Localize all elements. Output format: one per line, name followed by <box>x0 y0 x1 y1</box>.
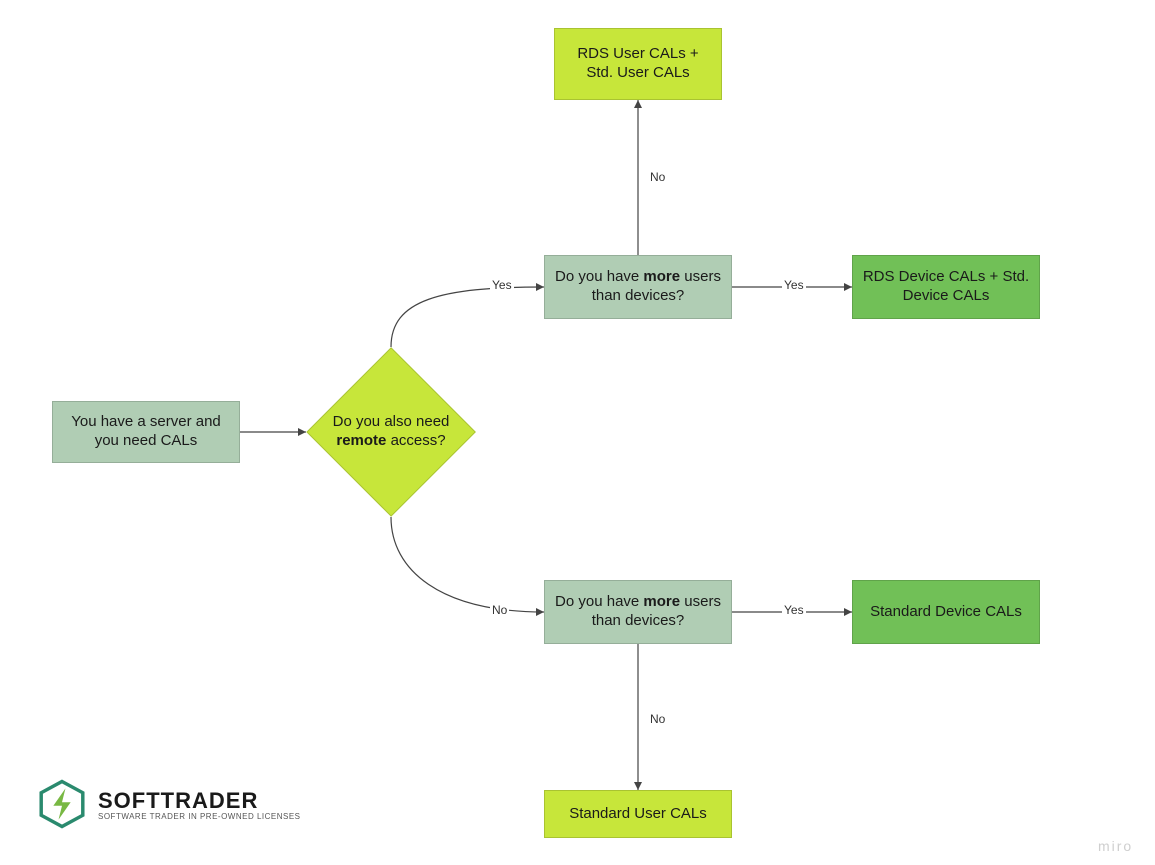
edge-label-e_qbot_yes: Yes <box>782 603 806 617</box>
node-outcome-rds-device-cals: RDS Device CALs + Std. Device CALs <box>852 255 1040 319</box>
logo-title: SOFTTRADER <box>98 788 301 814</box>
node-question-users-top: Do you have more users than devices? <box>544 255 732 319</box>
miro-watermark: miro <box>1098 838 1133 854</box>
logo-text: SOFTTRADER SOFTWARE TRADER IN PRE-OWNED … <box>98 788 301 821</box>
edge-label-e_qtop_yes: Yes <box>782 278 806 292</box>
node-outcome-standard-device-cals: Standard Device CALs <box>852 580 1040 644</box>
node-decision-remote: Do you also need remote access? <box>306 347 476 517</box>
node-outcome-standard-user-cals: Standard User CALs <box>544 790 732 838</box>
edge-label-e_qtop_no: No <box>648 170 667 184</box>
node-decision-remote-label: Do you also need remote access? <box>321 362 461 502</box>
edge-label-e_dec_yes_top: Yes <box>490 278 514 292</box>
logo-subtitle: SOFTWARE TRADER IN PRE-OWNED LICENSES <box>98 812 301 821</box>
flowchart-canvas: You have a server and you need CALs Do y… <box>0 0 1155 865</box>
node-start-label: You have a server and you need CALs <box>61 413 231 451</box>
node-outcome-rds-user-cals: RDS User CALs + Std. User CALs <box>554 28 722 100</box>
edge-label-e_dec_no_bottom: No <box>490 603 509 617</box>
node-question-users-bottom: Do you have more users than devices? <box>544 580 732 644</box>
edge-label-e_qbot_no: No <box>648 712 667 726</box>
softtrader-logo: SOFTTRADER SOFTWARE TRADER IN PRE-OWNED … <box>36 778 301 830</box>
logo-hex-icon <box>36 778 88 830</box>
node-start: You have a server and you need CALs <box>52 401 240 463</box>
